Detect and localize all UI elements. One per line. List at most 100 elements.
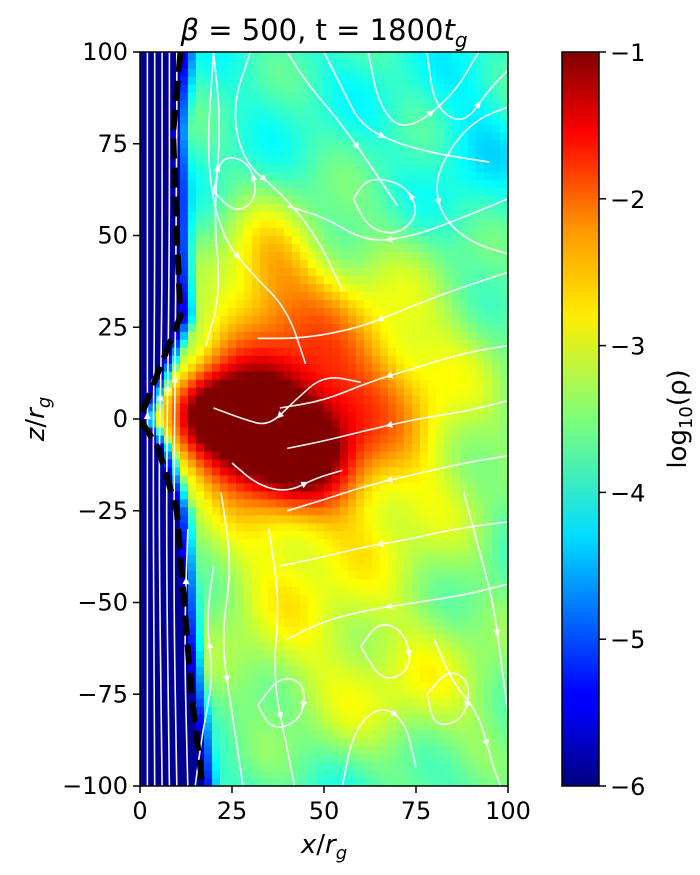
heatmap-cell (356, 754, 365, 763)
heatmap-cell (196, 610, 205, 620)
heatmap-cell (188, 498, 197, 508)
heatmap-cell (348, 131, 357, 141)
heatmap-cell (220, 83, 229, 93)
heatmap-cell (196, 538, 205, 548)
heatmap-cell (364, 163, 373, 173)
heatmap-cell (212, 363, 221, 372)
heatmap-cell (364, 411, 373, 420)
heatmap-cell (316, 602, 325, 612)
heatmap-cell (500, 722, 508, 731)
heatmap-cell (324, 283, 333, 292)
heatmap-cell (204, 594, 213, 604)
heatmap-cell (484, 570, 493, 580)
heatmap-cell (460, 147, 469, 157)
heatmap-cell (460, 379, 469, 388)
heatmap-cell (444, 706, 453, 715)
heatmap-cell (220, 594, 229, 604)
heatmap-cell (380, 586, 389, 596)
heatmap-cell (292, 115, 301, 125)
heatmap-cell (348, 235, 357, 245)
heatmap-cell (156, 347, 165, 356)
heatmap-cell (372, 227, 381, 237)
heatmap-cell (468, 570, 477, 580)
heatmap-cell (412, 706, 421, 715)
heatmap-cell (324, 714, 333, 723)
heatmap-cell (420, 315, 429, 324)
heatmap-cell (364, 746, 373, 755)
heatmap-cell (172, 658, 181, 667)
heatmap-cell (492, 650, 501, 659)
heatmap-cell (460, 395, 469, 404)
heatmap-cell (276, 419, 285, 428)
heatmap-cell (444, 770, 453, 779)
heatmap-cell (284, 762, 293, 771)
heatmap-cell (148, 83, 157, 93)
heatmap-cell (348, 546, 357, 556)
heatmap-cell (332, 434, 341, 444)
heatmap-cell (228, 586, 237, 596)
heatmap-cell (284, 578, 293, 588)
heatmap-cell (484, 339, 493, 348)
heatmap-cell (268, 291, 277, 300)
heatmap-cell (356, 450, 365, 460)
heatmap-cell (284, 339, 293, 348)
heatmap-cell (148, 754, 157, 763)
heatmap-cell (332, 203, 341, 213)
heatmap-cell (204, 474, 213, 484)
heatmap-cell (420, 339, 429, 348)
heatmap-cell (324, 562, 333, 572)
streamline-arrow (156, 393, 164, 401)
heatmap-cell (188, 235, 197, 245)
heatmap-cell (196, 315, 205, 324)
heatmap-cell (276, 91, 285, 101)
heatmap-cell (292, 722, 301, 731)
heatmap-cell (196, 75, 205, 85)
heatmap-cell (388, 618, 397, 628)
heatmap-cell (356, 283, 365, 292)
heatmap-cell (316, 171, 325, 181)
heatmap-cell (476, 594, 485, 604)
heatmap-cell (428, 299, 437, 308)
heatmap-cell (284, 363, 293, 372)
heatmap-cell (468, 99, 477, 109)
heatmap-cell (388, 482, 397, 492)
heatmap-cell (292, 554, 301, 564)
heatmap-cell (300, 570, 309, 580)
heatmap-cell (308, 67, 317, 77)
heatmap-cell (180, 67, 189, 77)
heatmap-cell (252, 315, 261, 324)
heatmap-cell (268, 75, 277, 85)
heatmap-cell (388, 91, 397, 101)
heatmap-cell (244, 706, 253, 715)
heatmap-cell (276, 498, 285, 508)
heatmap-cell (356, 131, 365, 141)
heatmap-cell (372, 474, 381, 484)
heatmap-cell (260, 714, 269, 723)
heatmap-cell (276, 434, 285, 444)
heatmap-cell (428, 267, 437, 276)
heatmap-cell (204, 746, 213, 755)
heatmap-cell (244, 714, 253, 723)
heatmap-cell (148, 530, 157, 540)
heatmap-cell (412, 131, 421, 141)
heatmap-cell (348, 746, 357, 755)
heatmap-cell (236, 586, 245, 596)
heatmap-cell (484, 99, 493, 109)
heatmap-cell (404, 546, 413, 556)
heatmap-cell (220, 339, 229, 348)
heatmap-cell (356, 666, 365, 675)
heatmap-cell (380, 395, 389, 404)
heatmap-cell (324, 730, 333, 739)
heatmap-cell (332, 419, 341, 428)
heatmap-cell (228, 52, 237, 61)
heatmap-cell (236, 355, 245, 364)
heatmap-cell (236, 67, 245, 77)
heatmap-cell (476, 331, 485, 340)
heatmap-cell (396, 411, 405, 420)
heatmap-cell (348, 339, 357, 348)
heatmap-cell (260, 634, 269, 643)
heatmap-cell (156, 706, 165, 715)
heatmap-cell (484, 379, 493, 388)
heatmap-cell (204, 706, 213, 715)
